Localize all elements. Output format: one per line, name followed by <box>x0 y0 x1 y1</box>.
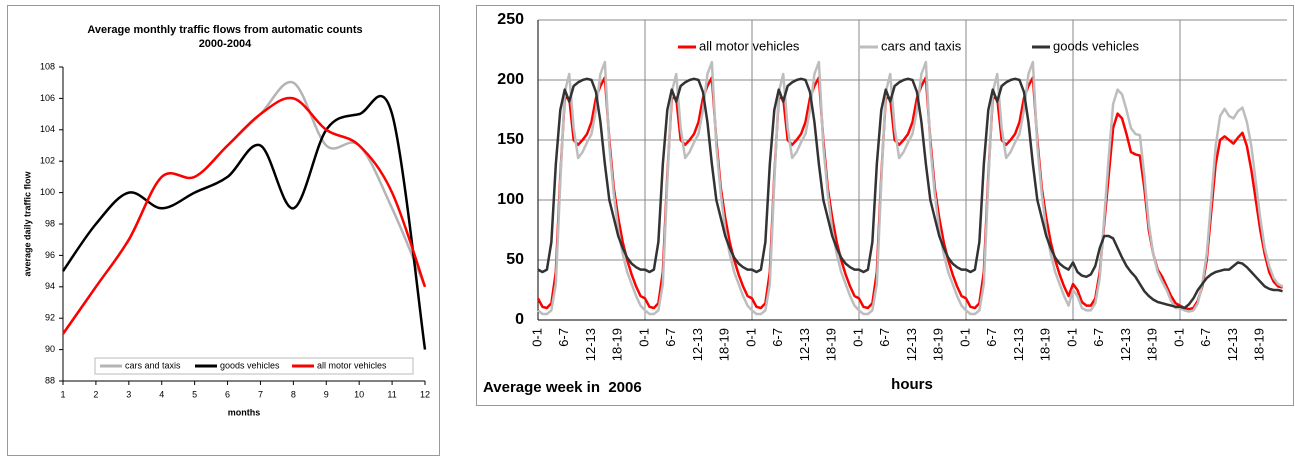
x-tick-label: 2 <box>93 389 98 399</box>
y-tick-label: 108 <box>40 61 55 71</box>
x-tick-label: 0-1 <box>636 328 651 347</box>
x-tick-label: 12-13 <box>690 328 705 361</box>
x-tick-label: 18-19 <box>1038 328 1053 361</box>
x-tick-label: 6-7 <box>1198 328 1213 347</box>
data-line <box>537 60 1284 316</box>
y-tick-label: 100 <box>40 187 55 197</box>
legend-label: all motor vehicles <box>699 38 800 53</box>
x-tick-label: 12-13 <box>1011 328 1026 361</box>
x-tick-label: 0-1 <box>743 328 758 347</box>
x-tick-label: 12-13 <box>1118 328 1133 361</box>
x-tick-label: 0-1 <box>1064 328 1079 347</box>
y-tick-label: 100 <box>497 191 524 208</box>
x-tick-label: 6-7 <box>984 328 999 347</box>
y-tick-label: 0 <box>515 311 524 328</box>
y-tick-label: 106 <box>40 93 55 103</box>
x-tick-label: 18-19 <box>931 328 946 361</box>
x-tick-label: 6-7 <box>877 328 892 347</box>
x-tick-label: 0-1 <box>957 328 972 347</box>
legend-label: goods vehicles <box>1053 38 1139 53</box>
chart-frame <box>7 5 440 456</box>
y-tick-label: 88 <box>45 375 55 385</box>
x-tick-label: 10 <box>354 389 364 399</box>
x-tick-label: 18-19 <box>824 328 839 361</box>
x-tick-label: 3 <box>126 389 131 399</box>
y-tick-label: 94 <box>45 281 55 291</box>
x-tick-label: 0-1 <box>529 328 544 347</box>
x-tick-label: 12-13 <box>1225 328 1240 361</box>
y-tick-label: 200 <box>497 71 524 88</box>
y-tick-label: 150 <box>497 131 524 148</box>
x-tick-label: 12-13 <box>904 328 919 361</box>
x-tick-label: 12 <box>420 389 430 399</box>
y-tick-label: 98 <box>45 218 55 228</box>
y-tick-label: 102 <box>40 156 55 166</box>
x-tick-label: 5 <box>192 389 197 399</box>
chart-title: Average monthly traffic flows from autom… <box>87 24 362 36</box>
x-tick-label: 6-7 <box>556 328 571 347</box>
legend-label: goods vehicles <box>220 360 280 370</box>
x-axis-label: months <box>228 407 261 417</box>
x-axis-label: hours <box>891 376 933 393</box>
legend-label: all motor vehicles <box>317 360 387 370</box>
x-tick-label: 6 <box>225 389 230 399</box>
data-line <box>537 77 1283 310</box>
legend-box <box>94 357 414 375</box>
legend-label: cars and taxis <box>881 38 962 53</box>
y-axis-label: average daily traffic flow <box>22 170 32 276</box>
x-tick-label: 18-19 <box>1252 328 1267 361</box>
chart-subtitle: 2000-2004 <box>199 38 252 50</box>
x-tick-label: 7 <box>258 389 263 399</box>
annotation: Average week in 2006 <box>483 379 642 396</box>
y-tick-label: 96 <box>45 250 55 260</box>
x-tick-label: 6-7 <box>1091 328 1106 347</box>
data-line <box>61 96 427 335</box>
y-tick-label: 250 <box>497 11 524 28</box>
x-tick-label: 18-19 <box>717 328 732 361</box>
y-tick-label: 92 <box>45 313 55 323</box>
x-tick-label: 12-13 <box>797 328 812 361</box>
chart-frame <box>476 5 1294 406</box>
x-tick-label: 8 <box>291 389 296 399</box>
data-line <box>61 95 427 350</box>
legend-label: cars and taxis <box>125 360 181 370</box>
x-tick-label: 0-1 <box>850 328 865 347</box>
x-tick-label: 6-7 <box>663 328 678 347</box>
x-tick-label: 11 <box>387 389 396 399</box>
x-tick-label: 0-1 <box>1171 328 1186 347</box>
x-tick-label: 6-7 <box>770 328 785 347</box>
x-tick-label: 18-19 <box>1145 328 1160 361</box>
x-tick-label: 18-19 <box>610 328 625 361</box>
y-tick-label: 90 <box>45 344 55 354</box>
x-tick-label: 12-13 <box>583 328 598 361</box>
x-tick-label: 4 <box>159 389 164 399</box>
y-tick-label: 104 <box>40 124 55 134</box>
y-tick-label: 50 <box>506 251 524 268</box>
x-tick-label: 1 <box>60 389 65 399</box>
x-tick-label: 9 <box>324 389 329 399</box>
